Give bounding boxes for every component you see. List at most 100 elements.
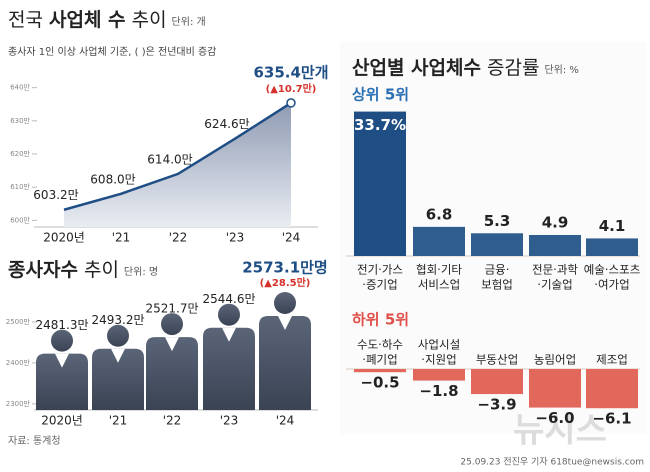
value-label: 2481.3만 <box>35 318 88 332</box>
chart-title: 종사자수 추이 <box>8 259 119 281</box>
x-tick-label: '22 <box>169 231 188 245</box>
category-label: 금융· <box>485 263 510 277</box>
category-label: ·지원업 <box>421 353 456 367</box>
value-label: 2493.2만 <box>91 313 144 327</box>
value-label: 4.9 <box>542 214 569 232</box>
figure-head <box>161 313 183 336</box>
y-tick-label: 640만 <box>10 83 30 92</box>
y-tick-label: 620만 <box>10 149 30 158</box>
annotation: (▲10.7만) <box>266 82 317 95</box>
value-label: 2521.7만 <box>145 302 198 316</box>
x-tick-label: '21 <box>112 231 131 245</box>
value-label: −0.5 <box>360 374 399 392</box>
value-label: 6.8 <box>426 205 453 223</box>
value-label: −1.8 <box>419 382 458 400</box>
figure-collar <box>165 337 179 352</box>
x-tick-label: '22 <box>163 414 182 428</box>
figure-collar <box>222 327 236 342</box>
area <box>64 102 291 227</box>
source: 자료: 통계청 <box>8 435 61 447</box>
value-label: 5.3 <box>484 212 511 230</box>
category-label: ·증기업 <box>362 278 397 292</box>
figure-collar <box>111 348 125 363</box>
value-label: 603.2만 <box>33 188 78 202</box>
category-label: ·기술업 <box>537 278 572 292</box>
x-tick-label: '21 <box>109 414 128 428</box>
bar <box>529 369 581 408</box>
title-part: 추이 <box>78 259 119 281</box>
y-tick-label: 610만 <box>10 182 30 191</box>
category-label: 서비스업 <box>418 278 460 292</box>
y-tick-label: 2300만 <box>6 399 31 408</box>
category-label: 전문·과학 <box>532 263 578 277</box>
figure-body <box>92 348 144 410</box>
unit: 단위: % <box>544 63 578 76</box>
unit: 단위: 개 <box>172 15 206 28</box>
bar <box>586 238 638 256</box>
figure-body <box>259 316 311 410</box>
line <box>63 101 292 211</box>
subtitle: 상위 5위 <box>352 86 409 104</box>
value-label: 33.7% <box>354 116 406 134</box>
figure-body <box>146 337 198 410</box>
figure-head <box>274 292 296 315</box>
y-tick-label: 630만 <box>10 116 30 125</box>
y-tick-label: 600만 <box>10 215 30 224</box>
category-label: 보험업 <box>481 278 513 292</box>
y-tick-label: 2400만 <box>6 358 31 367</box>
x-tick-label: '24 <box>276 414 295 428</box>
chart-title: 전국 사업체 수 추이 <box>8 9 167 31</box>
value-label: 2544.6만 <box>202 292 255 306</box>
category-label: 사업시설 <box>418 338 460 352</box>
title-part: 산업별 사업체수 <box>352 57 481 79</box>
value-label: 614.0만 <box>147 152 192 166</box>
x-tick-label: '23 <box>220 414 239 428</box>
unit: 단위: 명 <box>124 265 158 278</box>
bar <box>354 111 406 256</box>
category-label: 전기·가스 <box>357 263 403 277</box>
title-part: 전국 <box>8 9 49 31</box>
bar <box>471 233 523 256</box>
title-part: 종사자수 <box>8 259 78 281</box>
value-label: 2573.1만명 <box>242 259 327 277</box>
subtitle: 종사자 1인 이상 사업체 기준, ( )은 전년대비 증감 <box>8 45 216 58</box>
figure-collar <box>55 353 69 368</box>
logo: 뉴시스 <box>513 411 607 451</box>
bar <box>586 369 638 409</box>
x-tick-label: '23 <box>226 231 245 245</box>
value-label: −3.9 <box>477 396 516 414</box>
figure-head <box>107 324 129 347</box>
value-label: −6.1 <box>592 410 631 428</box>
figure-body <box>203 327 255 410</box>
chart-title: 산업별 사업체수 증감률 <box>352 57 539 79</box>
subtitle: 하위 5위 <box>352 311 409 329</box>
bar <box>471 369 523 395</box>
figure-body <box>36 353 88 410</box>
value-label: 635.4만개 <box>253 63 328 81</box>
category-label: 제조업 <box>596 353 628 367</box>
category-label: 협회·기타 <box>416 263 462 277</box>
category-label: 예술·스포츠 <box>584 263 641 277</box>
value-label: 608.0만 <box>90 172 135 186</box>
title-part: 사업체 수 <box>49 9 126 31</box>
category-label: ·폐기업 <box>362 353 397 367</box>
figure-collar <box>278 316 292 331</box>
figure-head <box>218 303 240 326</box>
category-label: ·여가업 <box>594 278 629 292</box>
title-part: 추이 <box>126 9 167 31</box>
x-tick-label: '24 <box>282 231 301 245</box>
category-label: 부동산업 <box>476 353 518 367</box>
credit: 25.09.23 전진우 기자 618tue@newsis.com <box>460 457 644 468</box>
title-part: 증감률 <box>481 57 539 79</box>
y-tick-label: 2500만 <box>6 317 31 326</box>
x-tick-label: 2020년 <box>41 414 83 428</box>
value-label: 624.6만 <box>204 117 249 131</box>
annotation: (▲28.5만) <box>260 276 311 289</box>
bar <box>529 235 581 256</box>
x-tick-label: 2020년 <box>43 231 85 245</box>
value-label: −6.0 <box>535 409 574 427</box>
value-label: 4.1 <box>599 217 626 235</box>
figure-head <box>51 329 73 352</box>
category-label: 농림어업 <box>534 353 576 367</box>
